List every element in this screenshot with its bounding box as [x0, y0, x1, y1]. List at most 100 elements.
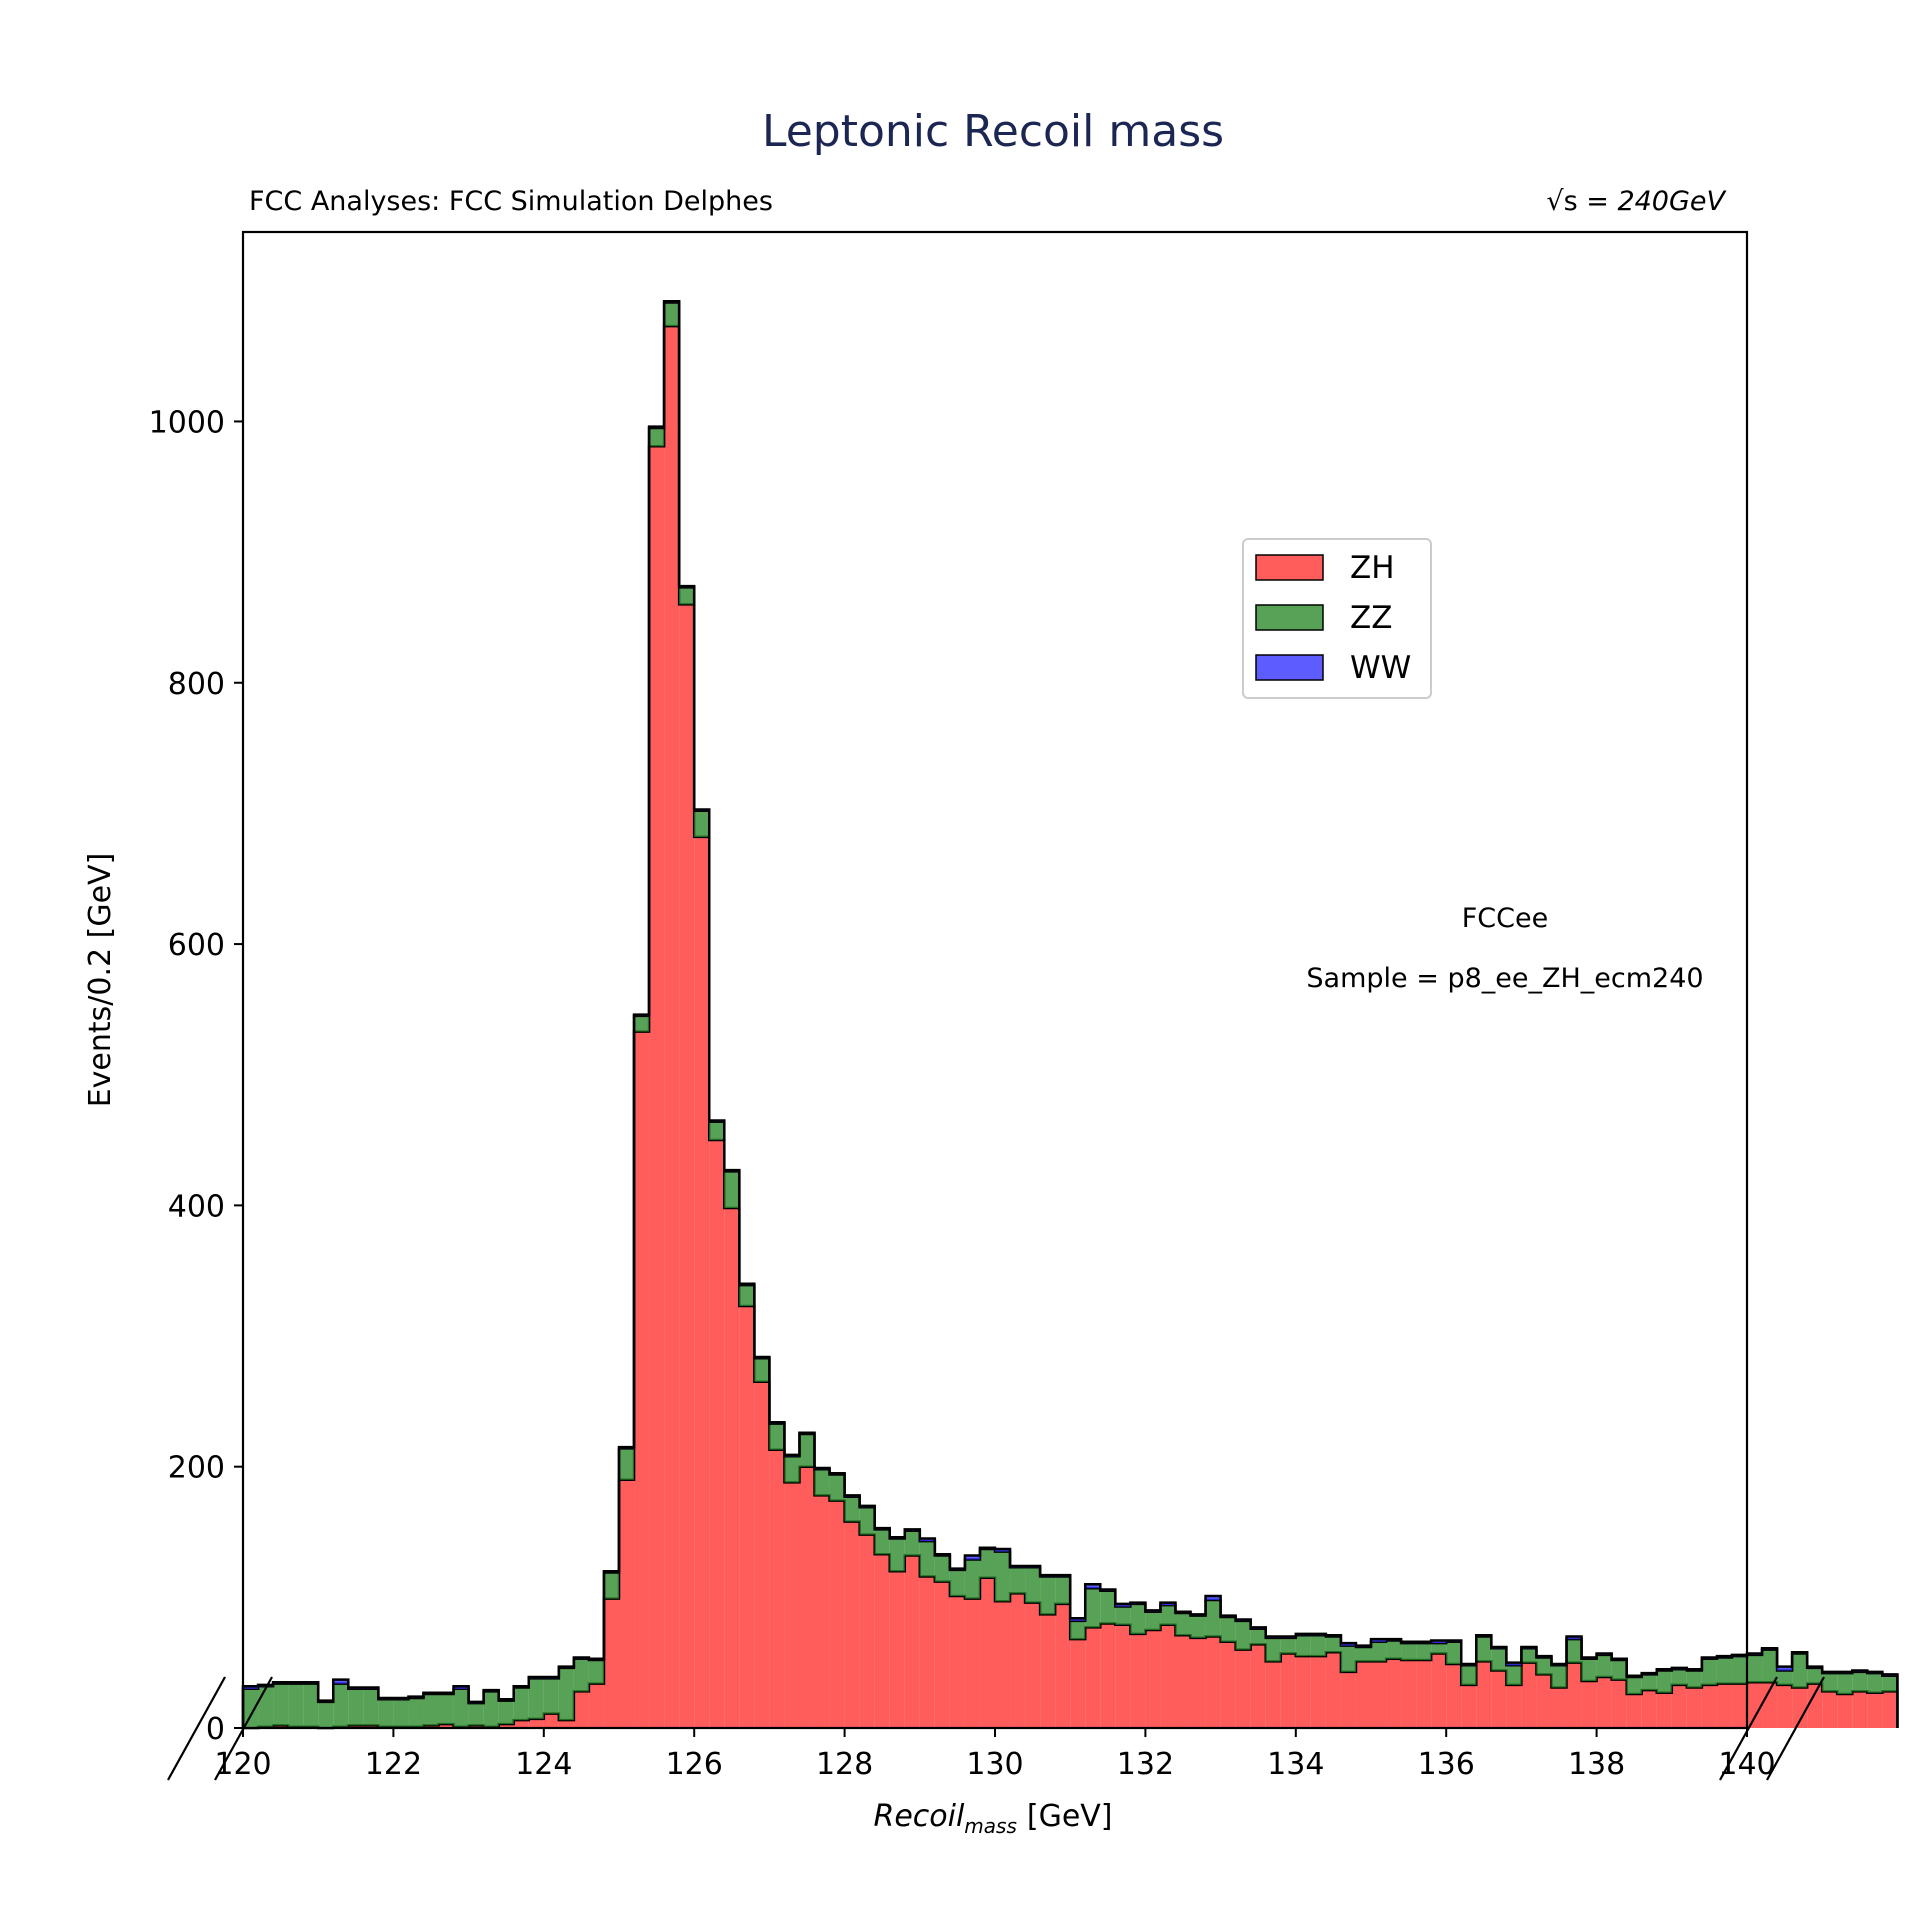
x-tick-label: 130 [966, 1747, 1023, 1782]
bar-zh [829, 1500, 845, 1728]
bar-zz [859, 1507, 875, 1535]
bar-zz [303, 1683, 319, 1727]
bar-zz [1416, 1643, 1432, 1661]
bar-ww [1566, 1636, 1582, 1640]
bar-ww [1777, 1666, 1793, 1671]
bar-zh [1310, 1656, 1326, 1728]
chart-title: Leptonic Recoil mass [762, 106, 1224, 157]
bar-zh [1596, 1677, 1612, 1728]
bar-zz [739, 1285, 755, 1306]
bar-zh [995, 1601, 1011, 1728]
bar-zz [348, 1688, 364, 1726]
y-tick-label: 400 [168, 1189, 225, 1224]
bar-zh [1010, 1593, 1026, 1728]
bar-zz [1355, 1646, 1371, 1662]
bar-zz [528, 1678, 544, 1719]
bar-zz [438, 1694, 454, 1725]
bar-zh [904, 1555, 920, 1728]
bar-zh [1280, 1653, 1296, 1728]
bar-zz [1747, 1654, 1763, 1683]
bar-zh [1386, 1658, 1402, 1728]
bar-zh [1461, 1684, 1477, 1728]
bar-zz [1852, 1671, 1868, 1692]
y-tick-label: 200 [168, 1451, 225, 1486]
bar-ww [333, 1679, 349, 1684]
bar-zh [1716, 1683, 1732, 1728]
bar-zz [1521, 1648, 1537, 1663]
bar-zz [1040, 1576, 1056, 1615]
bar-zh [754, 1381, 770, 1728]
x-tick-label: 134 [1267, 1747, 1324, 1782]
bar-zh [1431, 1653, 1447, 1728]
bar-zh [558, 1720, 574, 1728]
bar-zz [288, 1683, 304, 1727]
bar-zh [1807, 1683, 1823, 1728]
bar-zh [573, 1691, 589, 1728]
bar-zz [1807, 1667, 1823, 1684]
series-ww [241, 299, 1899, 1728]
bar-zz [588, 1660, 604, 1684]
bar-zz [769, 1423, 785, 1450]
outline-zz [241, 301, 1899, 1728]
bar-zz [1025, 1567, 1041, 1603]
bar-zh [513, 1720, 529, 1728]
bar-zz [1491, 1648, 1507, 1671]
bar-zz [468, 1703, 484, 1726]
bar-zh [543, 1713, 559, 1728]
series-zz [241, 301, 1899, 1728]
bar-zh [1852, 1691, 1868, 1728]
bar-zh [603, 1598, 619, 1728]
bar-zh [1295, 1656, 1311, 1728]
bar-zz [1506, 1665, 1522, 1685]
bar-zz [1476, 1636, 1492, 1662]
bar-zh [1145, 1630, 1161, 1728]
axis-break-right-2 [1766, 1676, 1825, 1781]
bar-zz [1085, 1588, 1101, 1628]
bar-zz [1130, 1603, 1146, 1634]
bar-zh [1611, 1679, 1627, 1728]
bar-zh [1701, 1684, 1717, 1728]
bar-zz [995, 1551, 1011, 1602]
bar-zz [1581, 1658, 1597, 1681]
bar-zh [634, 1031, 650, 1728]
bar-zh [1566, 1662, 1582, 1728]
bar-zz [243, 1688, 259, 1728]
bar-zz [724, 1171, 740, 1208]
annotation-sample: Sample = p8_ee_ZH_ecm240 [1306, 963, 1703, 994]
bar-zh [1235, 1649, 1251, 1728]
bar-zz [603, 1572, 619, 1599]
bar-ww [453, 1686, 469, 1689]
bar-zz [1792, 1653, 1808, 1688]
bar-zh [1521, 1662, 1537, 1728]
bar-zz [1867, 1673, 1883, 1693]
legend-item-ww: WW [1255, 650, 1411, 686]
bar-zh [273, 1725, 289, 1728]
bar-zz [1371, 1641, 1387, 1662]
bar-zz [1882, 1675, 1898, 1692]
bar-zz [1205, 1599, 1221, 1637]
bar-zh [649, 446, 665, 1729]
bar-zh [1822, 1691, 1838, 1728]
bar-zh [1731, 1683, 1747, 1728]
bar-zh [363, 1725, 379, 1728]
bar-zh [784, 1482, 800, 1728]
bar-zh [949, 1596, 965, 1728]
bar-zh [1130, 1633, 1146, 1728]
bar-zz [1235, 1620, 1251, 1650]
bar-zh [1100, 1623, 1116, 1728]
bar-zz [1100, 1590, 1116, 1624]
bar-zz [934, 1555, 950, 1582]
legend-swatch-ww [1255, 654, 1324, 681]
bar-zh [1762, 1682, 1778, 1728]
subtitle-left: FCC Analyses: FCC Simulation Delphes [249, 186, 773, 217]
bar-zz [964, 1559, 980, 1599]
y-tick-label: 1000 [149, 405, 225, 440]
bar-zh [664, 326, 680, 1728]
bar-zh [423, 1725, 439, 1728]
bar-zz [483, 1691, 499, 1727]
bar-ww [1431, 1640, 1447, 1644]
x-tick-label: 132 [1117, 1747, 1174, 1782]
bar-zh [844, 1521, 860, 1728]
bar-zh [1371, 1661, 1387, 1728]
bar-zz [1626, 1677, 1642, 1695]
